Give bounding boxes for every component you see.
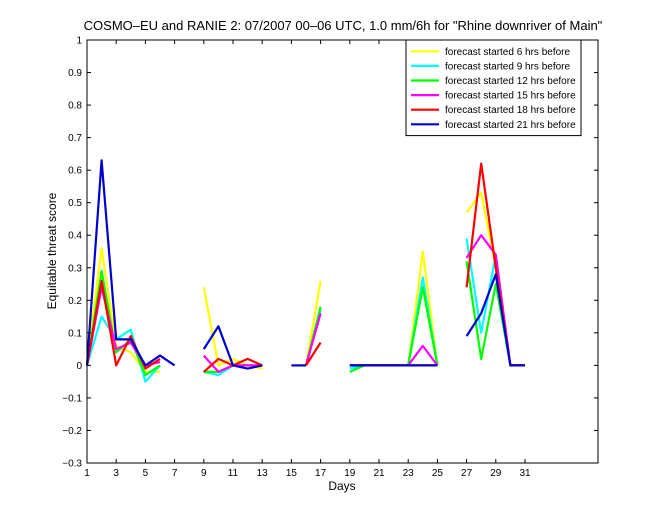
y-tick-label: 0.3: [68, 263, 82, 274]
legend-label-3: forecast started 12 hrs before: [445, 76, 576, 87]
y-tick-label: 0.4: [68, 231, 82, 242]
axes-frame: [86, 39, 599, 464]
y-tick-label: −0.3: [62, 459, 82, 470]
legend-box: [405, 39, 582, 137]
x-tick-label: 15: [286, 468, 298, 479]
legend: forecast started 6 hrs before forecast st…: [405, 39, 582, 137]
y-tick-label: 0.6: [68, 166, 82, 177]
legend-label-6: forecast started 21 hrs before: [445, 120, 576, 131]
series-line-5-segment-1: [85, 279, 161, 370]
series-line-6-segment-5: [465, 273, 525, 367]
y-tick-label: 0.8: [68, 101, 82, 112]
x-tick-label: 25: [432, 468, 444, 479]
legend-label-1: forecast started 6 hrs before: [445, 47, 571, 58]
x-tick-label: 13: [257, 468, 269, 479]
series-line-6-segment-2: [202, 325, 263, 370]
x-tick-label: 29: [490, 468, 502, 479]
x-tick-label: 1: [84, 468, 90, 479]
x-tick-label: 23: [403, 468, 415, 479]
y-tick-label: 0: [76, 361, 82, 372]
x-tick-label: 19: [344, 468, 356, 479]
series-line-2-segment-1: [85, 315, 161, 383]
y-tick-label: −0.1: [62, 393, 82, 404]
x-tick-label: 17: [315, 468, 327, 479]
x-tick-label: 9: [201, 468, 207, 479]
y-tick-label: 0.9: [68, 68, 82, 79]
x-tick-label: 21: [373, 468, 385, 479]
y-tick-label: 0.1: [68, 328, 82, 339]
chart-title: COSMO–EU and RANIE 2: 07/2007 00–06 UTC,…: [84, 18, 603, 33]
y-tick-label: 0.2: [68, 296, 82, 307]
x-axis-label: Days: [328, 479, 355, 493]
x-tick-label: 31: [519, 468, 531, 479]
legend-label-2: forecast started 9 hrs before: [445, 61, 571, 72]
x-tick-label: 11: [228, 468, 239, 479]
x-tick-label: 5: [143, 468, 149, 479]
y-tick-label: −0.2: [62, 426, 82, 437]
y-tick-label: 0.5: [68, 198, 82, 209]
axes: 1 3 5 7 9 11 13 15 17 19 21 23 25 27 29 31−0.3−0.2−0.10…: [62, 36, 599, 479]
y-tick-label: 1: [76, 36, 82, 47]
series-line-4-segment-3: [304, 313, 322, 366]
x-tick-label: 3: [113, 468, 119, 479]
x-tick-label: 27: [461, 468, 473, 479]
series-line-6-segment-1: [85, 159, 176, 367]
plot-lines: [85, 159, 525, 383]
legend-label-5: forecast started 18 hrs before: [445, 105, 576, 116]
x-tick-label: 7: [172, 468, 178, 479]
legend-label-4: forecast started 15 hrs before: [445, 91, 576, 102]
y-axis-label: Equitable threat score: [45, 192, 59, 309]
series-line-5-segment-3: [305, 342, 322, 366]
y-tick-label: 0.7: [68, 133, 82, 144]
